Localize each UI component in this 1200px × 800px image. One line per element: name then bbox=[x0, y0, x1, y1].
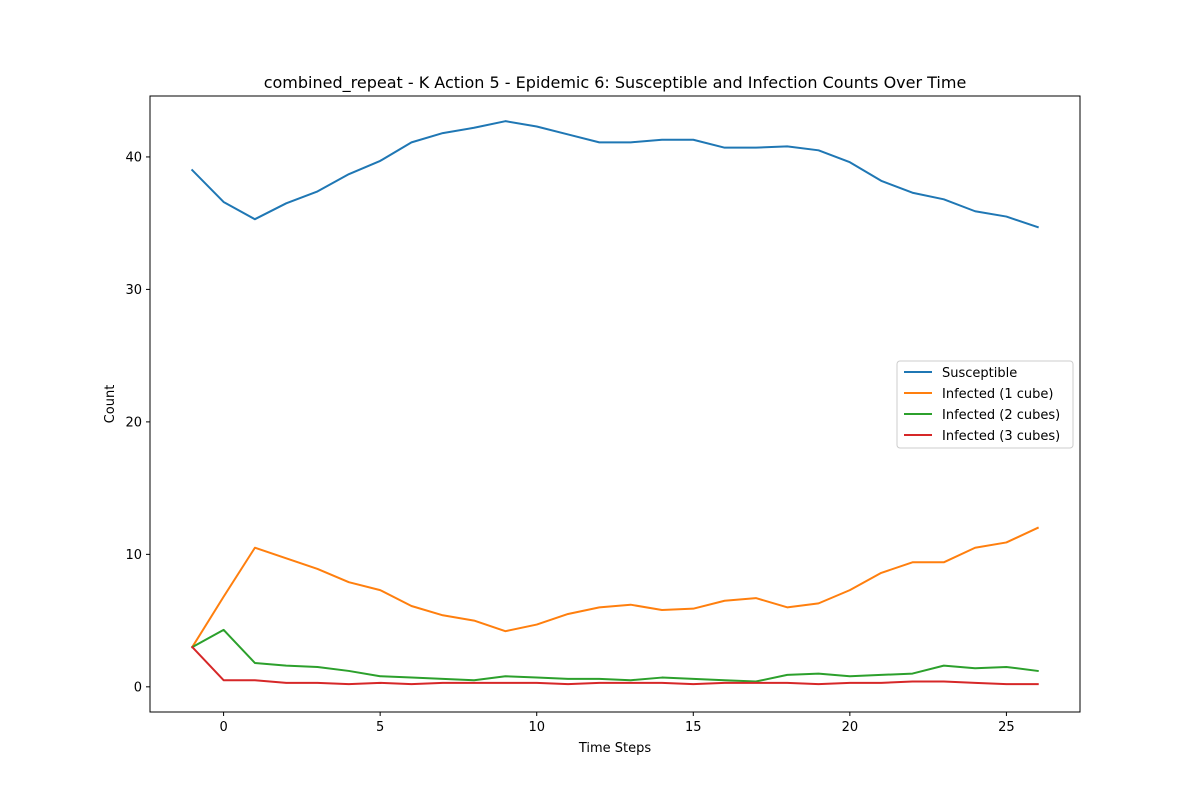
chart-title: combined_repeat - K Action 5 - Epidemic … bbox=[264, 73, 967, 93]
x-tick-label: 20 bbox=[842, 720, 859, 735]
y-tick-label: 40 bbox=[125, 150, 142, 165]
series-line-3 bbox=[190, 645, 1039, 686]
series-line-0 bbox=[190, 120, 1039, 229]
legend-label: Infected (3 cubes) bbox=[942, 429, 1060, 444]
x-tick-label: 0 bbox=[219, 720, 227, 735]
legend-label: Infected (2 cubes) bbox=[942, 408, 1060, 423]
series-layer bbox=[190, 120, 1040, 686]
y-axis-label: Count bbox=[103, 385, 118, 424]
series-line-2 bbox=[190, 628, 1039, 683]
x-tick-label: 5 bbox=[376, 720, 384, 735]
y-tick-label: 10 bbox=[125, 548, 142, 563]
x-tick-label: 25 bbox=[998, 720, 1015, 735]
legend: Susceptible Infected (1 cube) Infected (2 … bbox=[896, 360, 1074, 449]
x-axis-label: Time Steps bbox=[578, 741, 652, 756]
legend-label: Infected (1 cube) bbox=[942, 387, 1053, 402]
y-tick-label: 30 bbox=[125, 283, 142, 298]
x-tick-label: 10 bbox=[528, 720, 545, 735]
x-tick-label: 15 bbox=[685, 720, 702, 735]
legend-label: Susceptible bbox=[942, 366, 1017, 381]
y-tick-label: 20 bbox=[125, 415, 142, 430]
legend-box bbox=[896, 360, 1074, 449]
ticks-layer: 0 5 10 15 20 25 0 10 20 30 40 bbox=[125, 150, 1014, 735]
y-tick-label: 0 bbox=[134, 680, 142, 695]
plot-frame bbox=[149, 95, 1081, 713]
series-line-1 bbox=[190, 526, 1040, 649]
